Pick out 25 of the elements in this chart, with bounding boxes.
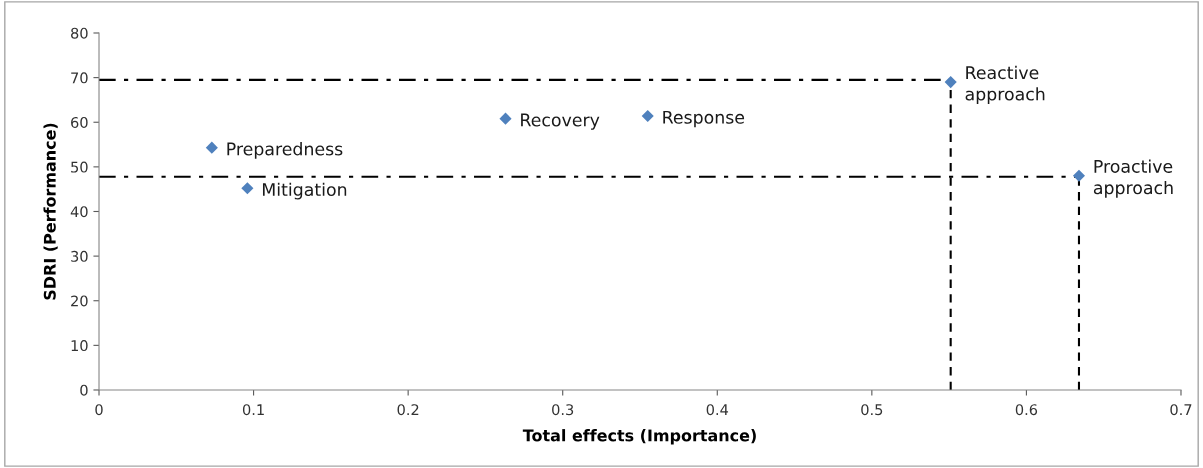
x-tick-label: 0 [95,404,103,416]
y-tick-label: 30 [71,250,88,262]
y-tick-label: 0 [80,384,88,396]
y-tick-label: 50 [71,161,88,173]
x-axis-title: Total effects (Importance) [522,429,756,445]
y-tick-label: 60 [71,116,88,128]
annotation: Reactive approach [965,65,1045,104]
y-tick-label: 10 [71,340,88,352]
annotation: Proactive approach [1093,159,1173,198]
x-tick-label: 0.2 [397,404,419,416]
y-axis-title: SDRI (Performance) [43,123,58,300]
annotation: Recovery [521,113,600,130]
annotation: Mitigation [262,182,347,200]
annotation: Response [663,110,745,128]
x-tick-label: 0.5 [861,404,883,416]
y-tick-label: 70 [71,72,88,84]
annotation: Preparedness [227,142,343,159]
x-tick-label: 0.3 [552,404,574,416]
x-tick-label: 0.7 [1170,404,1192,416]
x-tick-label: 0.6 [1015,404,1038,416]
x-tick-label: 0.1 [242,404,264,416]
y-tick-label: 40 [70,206,88,218]
x-tick-label: 0.4 [706,404,729,416]
y-tick-label: 20 [71,295,88,307]
y-tick-label: 80 [71,27,88,39]
